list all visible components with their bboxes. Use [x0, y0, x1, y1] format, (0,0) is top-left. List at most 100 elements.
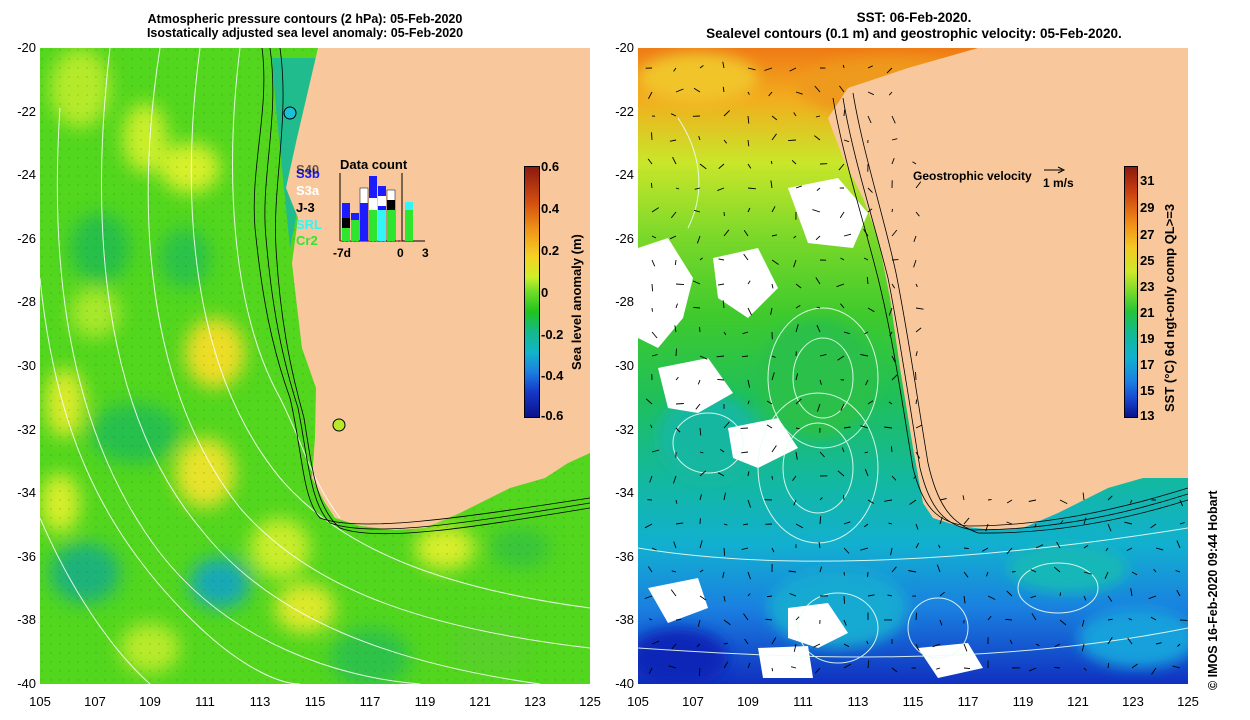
velocity-arrow	[1128, 618, 1133, 621]
velocity-arrow	[1179, 522, 1185, 525]
velocity-arrow	[1029, 667, 1037, 672]
velocity-arrow	[1035, 643, 1040, 647]
velocity-arrow	[936, 564, 941, 573]
velocity-arrow	[915, 523, 919, 530]
legend-cr2: Cr2	[296, 233, 318, 248]
velocity-arrow	[693, 306, 701, 309]
velocity-arrow	[795, 324, 799, 333]
velocity-arrow	[651, 235, 657, 239]
velocity-arrow	[962, 495, 965, 501]
velocity-arrow	[864, 468, 869, 477]
velocity-arrow	[891, 157, 895, 165]
velocity-arrow	[819, 497, 823, 501]
velocity-arrow	[699, 427, 702, 436]
tide-gauge-marker-north[interactable]	[283, 106, 297, 120]
velocity-arrow	[1172, 665, 1181, 669]
sst-map[interactable]	[638, 48, 1188, 684]
velocity-arrow	[650, 424, 653, 429]
velocity-arrow	[771, 445, 777, 453]
sla-tick-4: -0.2	[541, 327, 564, 342]
velocity-arrow	[651, 207, 659, 213]
velocity-arrow	[766, 424, 773, 429]
velocity-arrow	[815, 115, 821, 118]
velocity-arrow	[819, 516, 822, 525]
velocity-arrow	[747, 662, 751, 669]
velocity-arrow	[866, 640, 869, 645]
velocity-arrow	[1151, 667, 1157, 675]
velocity-arrow	[771, 133, 777, 141]
velocity-arrow	[699, 451, 704, 454]
legend-srl: SRL	[296, 217, 322, 232]
velocity-arrow	[747, 187, 756, 190]
geostrophic-velocity-label: Geostrophic velocity	[913, 169, 1032, 183]
sst-tick-25: 25	[1140, 253, 1155, 268]
velocity-arrow	[867, 115, 872, 124]
longitude-tick-label: 119	[1012, 694, 1034, 709]
latitude-tick-label: -26	[17, 230, 36, 246]
velocity-arrow	[1150, 616, 1157, 621]
velocity-arrow	[987, 615, 992, 621]
bathymetry-contours	[253, 48, 590, 535]
velocity-arrow	[867, 307, 875, 313]
velocity-arrow	[1009, 639, 1013, 645]
velocity-arrow	[837, 470, 845, 477]
velocity-arrow	[1107, 636, 1113, 645]
latitude-tick-label: -40	[17, 676, 36, 691]
longitude-tick-label: 121	[469, 694, 491, 709]
velocity-arrow	[1059, 619, 1067, 626]
longitude-tick-label: 113	[847, 694, 869, 709]
imos-credit: © IMOS 16-Feb-2020 09:44 Hobart	[1206, 490, 1220, 690]
velocity-arrow	[867, 91, 874, 96]
velocity-arrow	[915, 181, 922, 189]
velocity-arrow	[867, 187, 873, 193]
velocity-arrow	[694, 187, 701, 190]
velocity-arrow	[840, 303, 845, 309]
velocity-arrow	[963, 547, 969, 550]
sea-level-anomaly-map[interactable]	[40, 48, 590, 684]
velocity-arrow	[936, 667, 941, 670]
velocity-arrow	[1030, 595, 1037, 599]
pressure-contours	[40, 48, 590, 684]
velocity-arrow	[1105, 547, 1109, 552]
right-title-line1: SST: 06-Feb-2020.	[856, 10, 972, 25]
velocity-arrow	[647, 158, 653, 165]
velocity-arrow	[671, 643, 677, 650]
velocity-arrow	[675, 283, 685, 286]
velocity-arrow	[860, 425, 869, 429]
velocity-arrow	[741, 547, 749, 551]
velocity-arrow	[841, 447, 845, 453]
velocity-arrow	[674, 325, 677, 333]
velocity-arrow	[908, 570, 917, 573]
velocity-arrow	[699, 327, 701, 333]
velocity-arrow	[867, 65, 873, 69]
velocity-arrow	[963, 667, 971, 670]
velocity-arrow	[891, 229, 898, 237]
velocity-arrow	[771, 372, 775, 381]
velocity-arrow	[648, 91, 653, 100]
velocity-arrow	[865, 379, 869, 386]
tide-gauge-marker-south[interactable]	[332, 418, 346, 432]
longitude-tick-label: 115	[902, 694, 924, 709]
velocity-arrow	[985, 523, 989, 532]
sst-bathymetry-contours	[832, 92, 1188, 534]
velocity-arrow	[843, 521, 851, 525]
velocity-arrow	[792, 475, 797, 481]
velocity-arrow	[939, 591, 945, 597]
velocity-arrow	[1127, 637, 1133, 645]
latitude-tick-label: -38	[615, 612, 634, 628]
velocity-arrow	[747, 163, 752, 169]
sea-level-colorbar	[524, 166, 540, 418]
velocity-arrow	[670, 589, 677, 597]
velocity-arrow	[891, 355, 896, 363]
velocity-arrow	[963, 517, 970, 525]
velocity-arrow	[913, 259, 917, 268]
velocity-arrow	[699, 494, 702, 501]
velocity-arrow	[699, 470, 707, 477]
velocity-arrow	[915, 399, 918, 405]
velocity-arrow	[818, 542, 821, 549]
velocity-arrow	[1107, 618, 1113, 621]
velocity-arrow	[747, 593, 751, 597]
velocity-arrow	[674, 259, 677, 266]
velocity-arrow	[890, 446, 893, 453]
velocity-arrow	[791, 159, 797, 165]
